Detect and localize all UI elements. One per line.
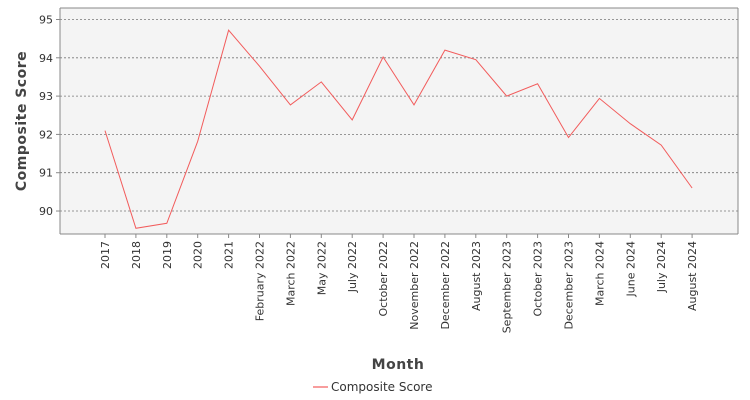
y-tick-label-95: 95 (39, 13, 53, 26)
x-tick-label: November 2022 (408, 241, 421, 330)
legend: Composite Score (313, 380, 432, 394)
x-tick-label: March 2024 (593, 241, 606, 306)
x-tick-label: 2019 (161, 241, 174, 269)
y-axis-title: Composite Score (14, 51, 30, 191)
x-tick-label: December 2022 (439, 241, 452, 330)
series-line-composite-score (104, 29, 693, 229)
x-tick-label: August 2024 (686, 241, 699, 311)
x-tick-label: October 2023 (532, 241, 545, 317)
x-tick-label: February 2022 (254, 241, 267, 321)
x-axis-ticks: 2017 2018 2019 2020 2021 February 2022 March 2… (99, 234, 699, 333)
x-tick-label: December 2023 (563, 241, 576, 330)
x-tick-label: July 2024 (655, 241, 668, 293)
x-axis-title: Month (372, 357, 425, 373)
x-tick-label: May 2022 (315, 241, 328, 295)
y-tick-label-94: 94 (39, 52, 53, 65)
x-tick-label: 2021 (223, 241, 236, 269)
x-tick-label: August 2023 (470, 241, 483, 311)
x-tick-label: July 2022 (346, 241, 359, 293)
plot-background (60, 8, 738, 234)
legend-label-composite-score: Composite Score (331, 380, 432, 394)
y-tick-label-92: 92 (39, 128, 53, 141)
x-tick-label: October 2022 (377, 241, 390, 317)
x-tick-label: 2018 (130, 241, 143, 269)
grid-lines (60, 19, 738, 212)
y-tick-label-91: 91 (39, 167, 53, 180)
x-tick-label: September 2023 (501, 241, 514, 333)
x-tick-label: March 2022 (284, 241, 297, 306)
y-tick-label-93: 93 (39, 90, 53, 103)
x-tick-label: 2017 (99, 241, 112, 269)
y-axis-ticks: 90 91 92 93 94 95 (39, 13, 60, 218)
x-tick-label: June 2024 (624, 241, 637, 297)
y-tick-label-90: 90 (39, 205, 53, 218)
x-tick-label: 2020 (192, 241, 205, 269)
